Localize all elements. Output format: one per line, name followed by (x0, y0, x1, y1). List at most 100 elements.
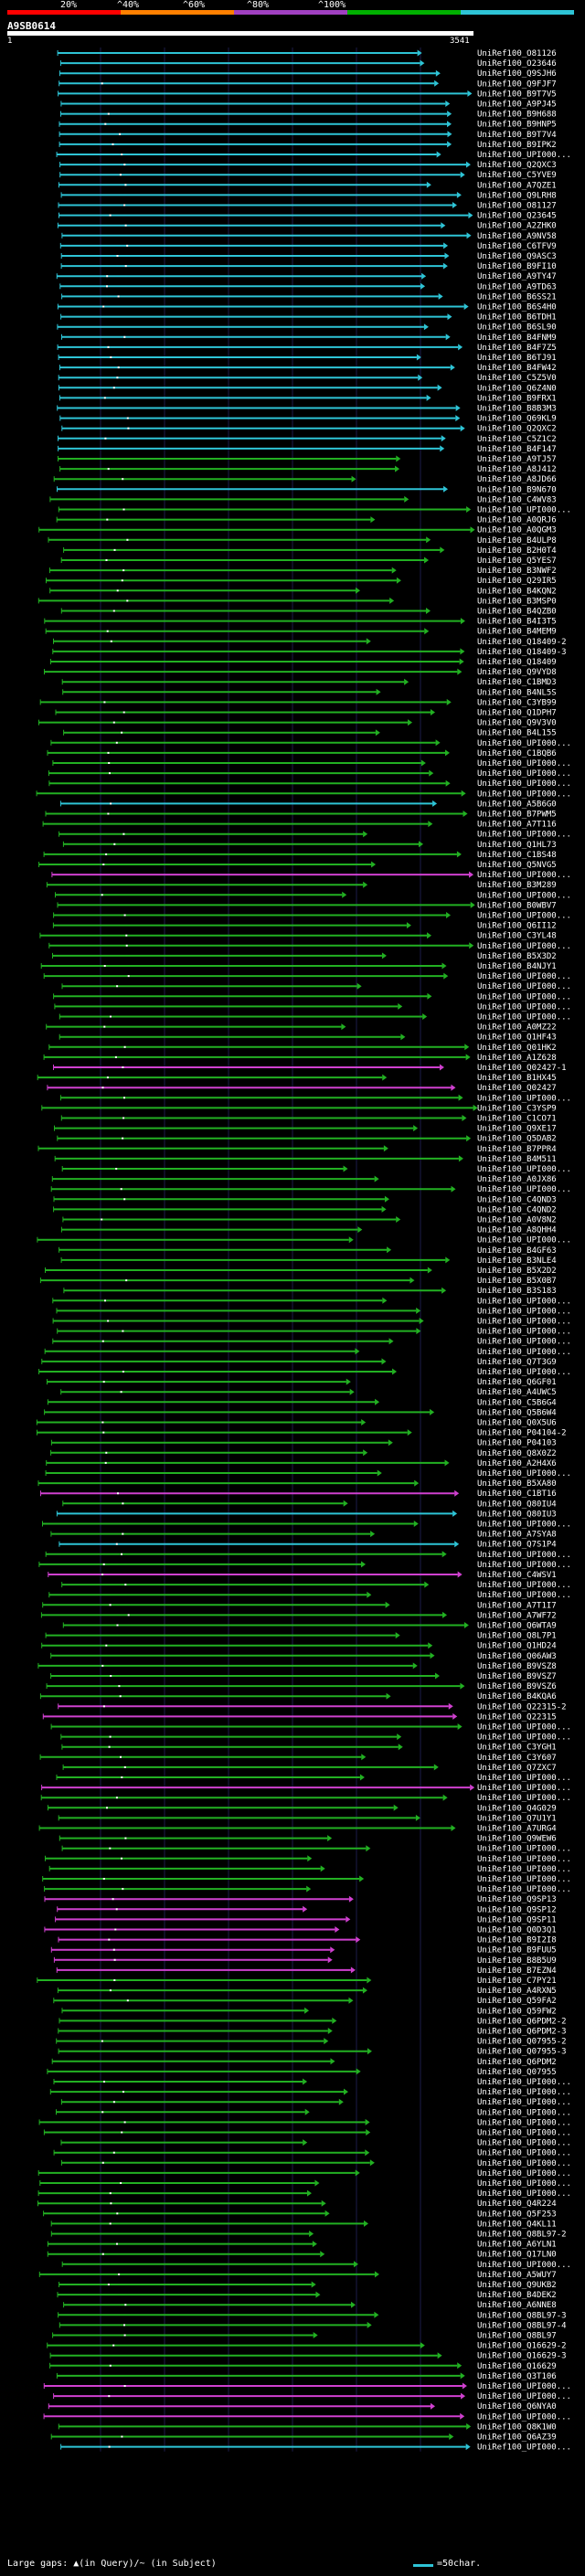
hit-label[interactable]: UniRef100_B4GF63 (477, 1246, 557, 1256)
hit-label[interactable]: UniRef100_UPI000... (477, 912, 571, 921)
hit-label[interactable]: UniRef100_C6TFV9 (477, 242, 557, 251)
hit-label[interactable]: UniRef100_UPI000... (477, 2088, 571, 2097)
hit-label[interactable]: UniRef100_UPI000... (477, 1094, 571, 1103)
hit-label[interactable]: UniRef100_Q7S1P4 (477, 1541, 557, 1550)
hit-label[interactable]: UniRef100_UPI000... (477, 1551, 571, 1560)
hit-label[interactable]: UniRef100_UPI000... (477, 1002, 571, 1012)
hit-label[interactable]: UniRef100_B4QZB0 (477, 608, 557, 617)
hit-label[interactable]: UniRef100_C1BT16 (477, 1489, 557, 1499)
hit-label[interactable]: UniRef100_Q9VYD8 (477, 668, 557, 677)
hit-label[interactable]: UniRef100_Q8BL97-2 (477, 2231, 567, 2240)
hit-label[interactable]: UniRef100_Q1HL73 (477, 841, 557, 850)
hit-label[interactable]: UniRef100_Q0X5U6 (477, 1419, 557, 1428)
hit-label[interactable]: UniRef100_A8JD66 (477, 475, 557, 484)
hit-label[interactable]: UniRef100_UPI000... (477, 2382, 571, 2391)
hit-label[interactable]: UniRef100_B9N670 (477, 485, 557, 494)
hit-label[interactable]: UniRef100_A0MZ22 (477, 1023, 557, 1033)
hit-label[interactable]: UniRef100_UPI000... (477, 2098, 571, 2107)
hit-label[interactable]: UniRef100_A4UWC5 (477, 1388, 557, 1397)
hit-label[interactable]: UniRef100_UPI000... (477, 1318, 571, 1327)
hit-label[interactable]: UniRef100_A7URG4 (477, 1825, 557, 1834)
hit-label[interactable]: UniRef100_Q9V3V0 (477, 719, 557, 728)
hit-label[interactable]: UniRef100_Q4R224 (477, 2200, 557, 2209)
hit-label[interactable]: UniRef100_A7T1I7 (477, 1601, 557, 1610)
hit-label[interactable]: UniRef100_UPI000... (477, 1328, 571, 1337)
hit-label[interactable]: UniRef100_Q07955-2 (477, 2038, 567, 2047)
hit-label[interactable]: UniRef100_B4I3T5 (477, 618, 557, 627)
hit-label[interactable]: UniRef100_UPI000... (477, 972, 571, 981)
hit-label[interactable]: UniRef100_Q18409-2 (477, 638, 567, 647)
hit-label[interactable]: UniRef100_B4L155 (477, 729, 557, 738)
hit-label[interactable]: UniRef100_UPI000... (477, 2118, 571, 2127)
hit-label[interactable]: UniRef100_C1BMD3 (477, 678, 557, 687)
hit-label[interactable]: UniRef100_UPI000... (477, 2261, 571, 2270)
hit-label[interactable]: UniRef100_Q6PDM2-2 (477, 2017, 567, 2026)
hit-label[interactable]: UniRef100_Q16629-2 (477, 2342, 567, 2351)
hit-label[interactable]: UniRef100_A7SYA8 (477, 1531, 557, 1540)
hit-label[interactable]: UniRef100_B9T7V4 (477, 131, 557, 140)
hit-label[interactable]: UniRef100_Q6II12 (477, 922, 557, 931)
hit-label[interactable]: UniRef100_C3YGH1 (477, 1744, 557, 1753)
hit-label[interactable]: UniRef100_UPI000... (477, 1865, 571, 1874)
hit-label[interactable]: UniRef100_B7PWM5 (477, 811, 557, 820)
hit-label[interactable]: UniRef100_B3MSP0 (477, 597, 557, 606)
hit-label[interactable]: UniRef100_Q3T106 (477, 2372, 557, 2381)
hit-label[interactable]: UniRef100_UPI000... (477, 769, 571, 779)
hit-label[interactable]: UniRef100_UPI000... (477, 2078, 571, 2087)
hit-label[interactable]: UniRef100_B8B3M3 (477, 405, 557, 414)
hit-label[interactable]: UniRef100_UPI000... (477, 1591, 571, 1600)
hit-label[interactable]: UniRef100_B6TJ91 (477, 354, 557, 363)
hit-label[interactable]: UniRef100_B9VSZ6 (477, 1682, 557, 1691)
hit-label[interactable]: UniRef100_B6SL90 (477, 323, 557, 333)
hit-label[interactable]: UniRef100_Q9ASC3 (477, 252, 557, 261)
hit-label[interactable]: UniRef100_UPI000... (477, 1236, 571, 1246)
hit-label[interactable]: UniRef100_B8B5U9 (477, 1956, 557, 1966)
hit-label[interactable]: UniRef100_UPI000... (477, 1774, 571, 1783)
hit-label[interactable]: UniRef100_C3YL48 (477, 932, 557, 941)
hit-label[interactable]: UniRef100_B4F7Z5 (477, 344, 557, 353)
hit-label[interactable]: UniRef100_A6NNE8 (477, 2301, 557, 2310)
hit-label[interactable]: UniRef100_B4KQA6 (477, 1692, 557, 1701)
hit-label[interactable]: UniRef100_Q7ZXC7 (477, 1764, 557, 1773)
hit-label[interactable]: UniRef100_B4KQN2 (477, 587, 557, 596)
hit-label[interactable]: UniRef100_Q59FA2 (477, 1997, 557, 2006)
hit-label[interactable]: UniRef100_Q9FJF7 (477, 80, 557, 89)
hit-label[interactable]: UniRef100_Q01HK2 (477, 1044, 557, 1053)
hit-label[interactable]: UniRef100_Q0D3Q1 (477, 1926, 557, 1935)
hit-label[interactable]: UniRef100_C3Y607 (477, 1754, 557, 1763)
hit-label[interactable]: UniRef100_B6SS21 (477, 292, 557, 302)
hit-label[interactable]: UniRef100_UPI000... (477, 2169, 571, 2178)
hit-label[interactable]: UniRef100_A4RXN5 (477, 1987, 557, 1996)
hit-label[interactable]: UniRef100_UPI000... (477, 1561, 571, 1570)
hit-label[interactable]: UniRef100_Q1HF43 (477, 1034, 557, 1043)
hit-label[interactable]: UniRef100_C1BQB6 (477, 749, 557, 758)
hit-label[interactable]: UniRef100_A0JX86 (477, 1175, 557, 1184)
hit-label[interactable]: UniRef100_UPI000... (477, 506, 571, 515)
hit-label[interactable]: UniRef100_UPI000... (477, 2392, 571, 2401)
hit-label[interactable]: UniRef100_O81127 (477, 202, 557, 211)
hit-label[interactable]: UniRef100_A0V8N2 (477, 1216, 557, 1225)
hit-label[interactable]: UniRef100_UPI000... (477, 1469, 571, 1479)
hit-label[interactable]: UniRef100_B9FI10 (477, 262, 557, 271)
hit-label[interactable]: UniRef100_A9PJ45 (477, 101, 557, 110)
hit-label[interactable]: UniRef100_B4FW42 (477, 364, 557, 373)
hit-label[interactable]: UniRef100_UPI000... (477, 1794, 571, 1803)
hit-label[interactable]: UniRef100_Q9SP11 (477, 1915, 557, 1924)
hit-label[interactable]: UniRef100_Q9SP12 (477, 1905, 557, 1914)
hit-label[interactable]: UniRef100_A5WUY7 (477, 2271, 557, 2280)
hit-label[interactable]: UniRef100_B6S4H0 (477, 303, 557, 313)
hit-label[interactable]: UniRef100_Q07955-3 (477, 2048, 567, 2057)
hit-label[interactable]: UniRef100_P04104-2 (477, 1429, 567, 1438)
hit-label[interactable]: UniRef100_Q06AW3 (477, 1652, 557, 1661)
hit-label[interactable]: UniRef100_Q07955 (477, 2068, 557, 2077)
hit-label[interactable]: UniRef100_UPI000... (477, 992, 571, 1002)
hit-label[interactable]: UniRef100_C5YVE9 (477, 171, 557, 180)
hit-label[interactable]: UniRef100_B9VSZ7 (477, 1672, 557, 1681)
hit-label[interactable]: UniRef100_Q69KL9 (477, 415, 557, 424)
hit-label[interactable]: UniRef100_UPI000... (477, 1855, 571, 1864)
hit-label[interactable]: UniRef100_A0QGM3 (477, 526, 557, 535)
hit-label[interactable]: UniRef100_UPI000... (477, 2412, 571, 2422)
hit-label[interactable]: UniRef100_Q6Z4N0 (477, 384, 557, 393)
hit-label[interactable]: UniRef100_B3NLE4 (477, 1256, 557, 1266)
hit-label[interactable]: UniRef100_A9TD63 (477, 282, 557, 292)
